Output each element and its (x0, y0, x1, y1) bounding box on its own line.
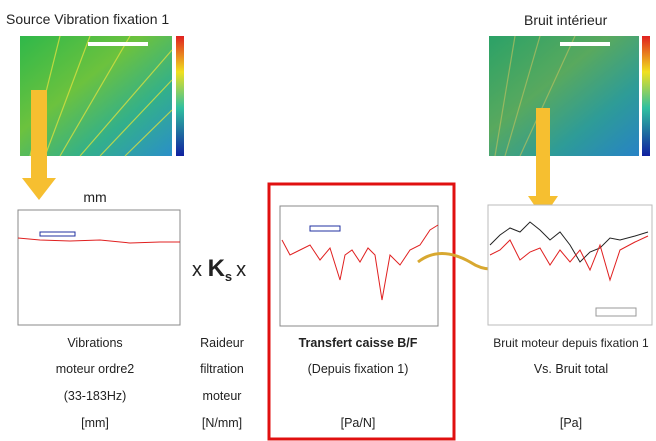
caption: (Depuis fixation 1) (308, 362, 409, 376)
caption: [Pa/N] (341, 416, 376, 430)
noise-plot (487, 204, 653, 326)
formula: x Ks x (192, 255, 246, 284)
caption: moteur (203, 389, 242, 403)
caption: Raideur (200, 336, 244, 350)
caption: Vs. Bruit total (534, 362, 608, 376)
transfer-plot (279, 205, 439, 327)
caption: [Pa] (560, 416, 582, 430)
caption: Vibrations (67, 336, 122, 350)
caption: filtration (200, 362, 244, 376)
highlight-box (267, 182, 456, 441)
source-title: Source Vibration fixation 1 (6, 11, 169, 27)
interior-spectrogram (489, 35, 650, 157)
caption: (33-183Hz) (64, 389, 127, 403)
interior-title: Bruit intérieur (524, 12, 608, 28)
caption: Bruit moteur depuis fixation 1 (493, 336, 649, 350)
caption: Transfert caisse B/F (299, 336, 418, 350)
captions: Vibrations moteur ordre2 (33-183Hz) [mm]… (56, 336, 649, 430)
unit-label: mm (83, 189, 106, 205)
vibration-plot (17, 209, 181, 326)
caption: moteur ordre2 (56, 362, 135, 376)
caption: [mm] (81, 416, 109, 430)
caption: [N/mm] (202, 416, 242, 430)
